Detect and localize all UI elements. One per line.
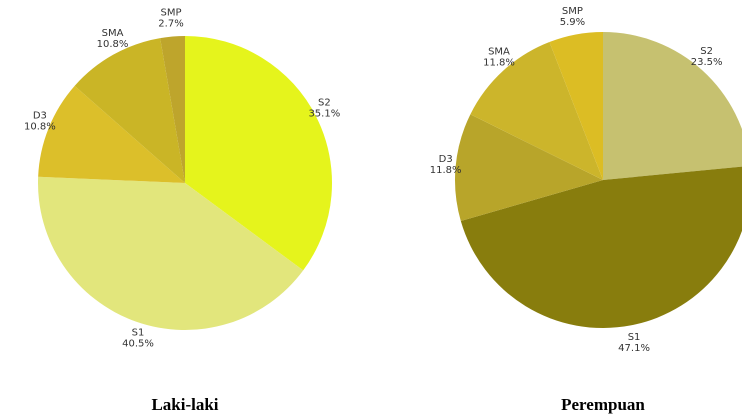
pie-slice [603, 32, 742, 180]
slice-percent: 10.8% [24, 121, 56, 132]
pie-slice [185, 36, 332, 271]
slice-name: S2 [318, 98, 331, 109]
slice-percent: 10.8% [97, 39, 129, 50]
slice-percent: 47.1% [618, 343, 650, 354]
slice-name: S1 [628, 332, 641, 343]
slice-percent: 35.1% [308, 109, 340, 120]
pie-slice [470, 42, 603, 180]
slice-percent: 5.9% [560, 17, 585, 28]
pie-slice [37, 176, 304, 330]
slice-percent: 11.8% [483, 57, 515, 68]
pie-slice [460, 166, 742, 328]
chart-title: Perempuan [561, 395, 645, 414]
pie-slice [549, 32, 603, 180]
slice-name: D3 [33, 110, 47, 121]
pie-slice [38, 85, 186, 183]
slice-percent: 40.5% [122, 339, 154, 350]
slice-name: SMA [488, 46, 510, 57]
slice-name: SMP [562, 6, 583, 17]
slice-percent: 2.7% [158, 19, 183, 30]
pie-slice [74, 38, 185, 184]
pie-slice [160, 36, 185, 183]
slice-percent: 11.8% [430, 165, 462, 176]
slice-name: D3 [439, 154, 453, 165]
slice-name: S1 [132, 328, 145, 339]
slice-name: SMP [160, 8, 181, 19]
slice-name: SMA [102, 28, 124, 39]
slice-name: S2 [700, 46, 713, 57]
pie-slice [455, 114, 603, 222]
slice-percent: 23.5% [691, 57, 723, 68]
chart-title: Laki-laki [151, 395, 218, 414]
